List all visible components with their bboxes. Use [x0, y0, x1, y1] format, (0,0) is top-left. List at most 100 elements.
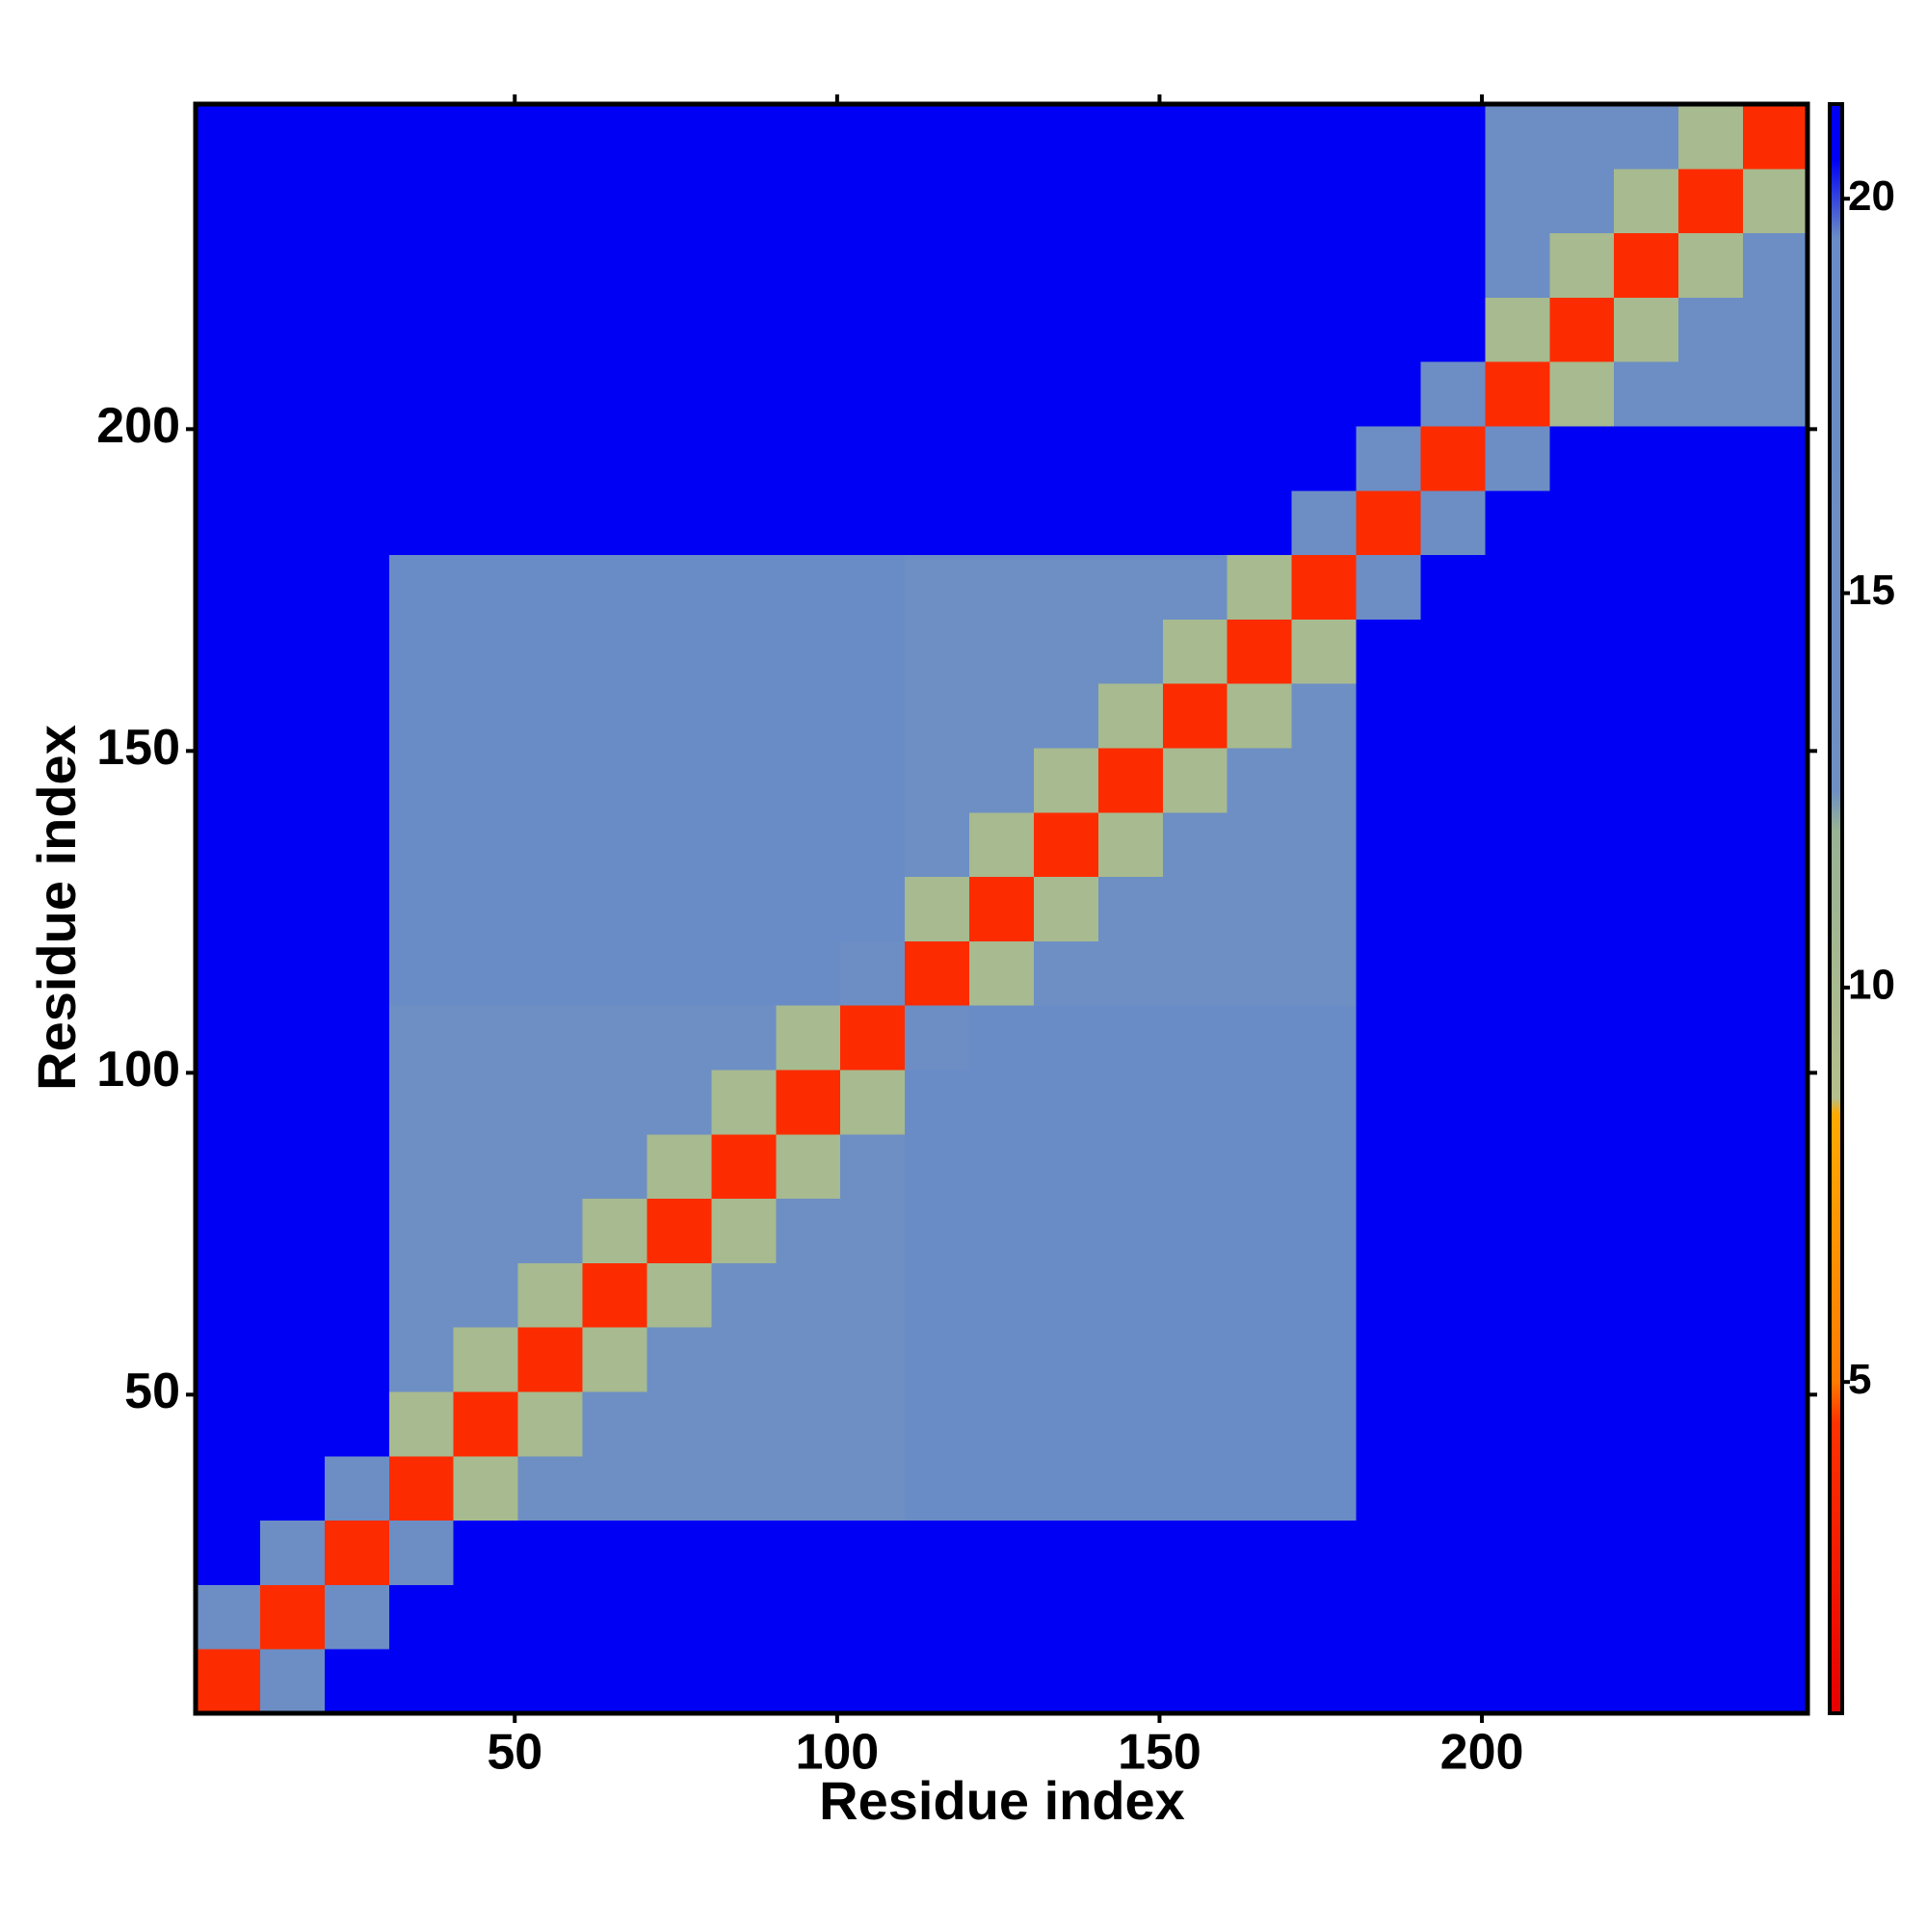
heatmap-cell [324, 1391, 390, 1457]
heatmap-cell [840, 1005, 906, 1071]
heatmap-cell [1227, 876, 1293, 941]
heatmap-cell [1033, 1070, 1099, 1135]
heatmap-cell [969, 1455, 1035, 1522]
heatmap-cell [1485, 1262, 1550, 1328]
heatmap-cell [1097, 1649, 1164, 1714]
heatmap-cell [324, 1584, 390, 1650]
heatmap-cell [1356, 876, 1421, 941]
heatmap-cell [1356, 1649, 1421, 1714]
heatmap-cell [1033, 940, 1099, 1006]
heatmap-cell [388, 1005, 455, 1071]
heatmap-cell [1162, 1584, 1228, 1650]
heatmap-cell [1227, 1198, 1293, 1263]
heatmap-cell [1356, 748, 1421, 813]
heatmap-cell [1485, 876, 1550, 941]
heatmap-cell [1162, 168, 1228, 234]
heatmap-cell [1227, 1391, 1293, 1457]
heatmap-cell [776, 1391, 841, 1457]
heatmap-cell [1356, 1520, 1421, 1585]
heatmap-cell [1227, 1327, 1293, 1392]
heatmap-cell [1678, 1005, 1744, 1071]
heatmap-cell [517, 426, 584, 491]
heatmap-cell [259, 619, 326, 684]
heatmap-cell [1356, 104, 1421, 170]
y-tick-label: 50 [124, 1363, 180, 1419]
heatmap-cell [196, 168, 261, 234]
heatmap-cell [259, 1198, 326, 1263]
heatmap-cell [388, 748, 455, 813]
heatmap-cell [1291, 876, 1358, 941]
heatmap-cell [1743, 1520, 1808, 1585]
heatmap-cell [711, 1520, 777, 1585]
heatmap-cell [1678, 748, 1744, 813]
heatmap-cell [517, 1391, 584, 1457]
heatmap-cell [1162, 1070, 1228, 1135]
heatmap-cell [1033, 232, 1099, 298]
heatmap-cells [196, 104, 1808, 1714]
heatmap-cell [1420, 490, 1486, 556]
heatmap-cell [711, 168, 777, 234]
heatmap-cell [1549, 1455, 1615, 1522]
heatmap-cell [1420, 1391, 1486, 1457]
heatmap-cell [324, 683, 390, 749]
heatmap-cell [711, 426, 777, 491]
heatmap-cell [324, 426, 390, 491]
heatmap-cell [1614, 1262, 1679, 1328]
heatmap-cell [196, 1005, 261, 1071]
heatmap-cell [647, 1133, 712, 1200]
heatmap-cell [196, 361, 261, 427]
heatmap-cell [969, 1133, 1035, 1200]
heatmap-cell [1097, 940, 1164, 1006]
heatmap-cell [905, 1391, 970, 1457]
heatmap-cell [647, 1649, 712, 1714]
heatmap-cell [1291, 1005, 1358, 1071]
heatmap-cell [1291, 361, 1358, 427]
heatmap-cell [196, 1584, 261, 1650]
heatmap-cell [776, 1133, 841, 1200]
heatmap-cell [453, 168, 519, 234]
heatmap-cell [1097, 1584, 1164, 1650]
heatmap-cell [1485, 940, 1550, 1006]
heatmap-cell [647, 619, 712, 684]
heatmap-cell [1420, 1584, 1486, 1650]
heatmap-cell [1227, 1455, 1293, 1522]
heatmap-cell [647, 1005, 712, 1071]
heatmap-cell [1420, 1455, 1486, 1522]
colorbar-tick-label: 20 [1848, 172, 1895, 220]
heatmap-cell [1743, 554, 1808, 620]
heatmap-cell [324, 1327, 390, 1392]
heatmap-cell [711, 1584, 777, 1650]
heatmap-cell [1614, 1455, 1679, 1522]
heatmap-cell [324, 104, 390, 170]
heatmap-cell [582, 940, 647, 1006]
heatmap-cell [905, 168, 970, 234]
heatmap-cell [582, 361, 647, 427]
heatmap-cell [905, 876, 970, 941]
heatmap-cell [711, 1070, 777, 1135]
heatmap-cell [1033, 490, 1099, 556]
heatmap-cell [1033, 104, 1099, 170]
heatmap-cell [1162, 1198, 1228, 1263]
heatmap-cell [840, 1198, 906, 1263]
heatmap-cell [582, 811, 647, 878]
heatmap-cell [1678, 361, 1744, 427]
heatmap-cell [453, 104, 519, 170]
heatmap-cell [840, 104, 906, 170]
heatmap-cell [582, 1262, 647, 1328]
heatmap-cell [388, 619, 455, 684]
heatmap-cell [517, 232, 584, 298]
heatmap-cell [905, 1327, 970, 1392]
heatmap-cell [453, 297, 519, 362]
heatmap-cell [1033, 876, 1099, 941]
heatmap-cell [647, 1391, 712, 1457]
heatmap-cell [324, 1262, 390, 1328]
heatmap-cell [711, 1005, 777, 1071]
heatmap-cell [840, 748, 906, 813]
heatmap-cell [711, 1133, 777, 1200]
heatmap-cell [1614, 1005, 1679, 1071]
heatmap-cell [1678, 554, 1744, 620]
heatmap-cell [1033, 683, 1099, 749]
heatmap-cell [388, 1070, 455, 1135]
heatmap-cell [259, 490, 326, 556]
y-tick-label: 200 [96, 398, 180, 454]
